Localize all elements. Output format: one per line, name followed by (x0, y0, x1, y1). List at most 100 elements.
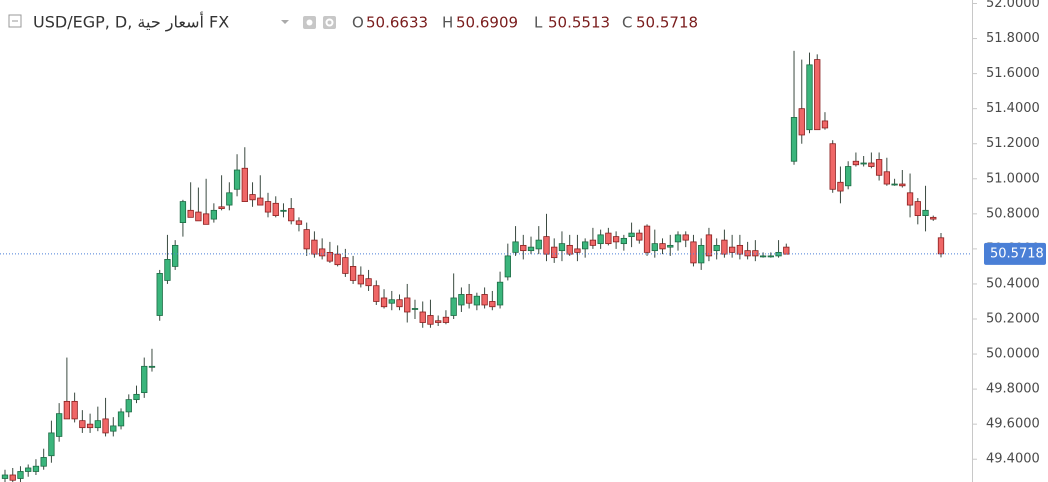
candle-body (736, 244, 744, 255)
settings-icon[interactable] (323, 16, 336, 29)
candle-body (133, 393, 140, 401)
candle-body (156, 273, 163, 316)
candle-body (790, 117, 798, 162)
candle-body (682, 234, 689, 241)
candle-body (365, 278, 372, 287)
candle-body (48, 432, 55, 457)
candle-body (40, 457, 47, 467)
candle-body (589, 239, 597, 246)
candle-body (806, 64, 813, 131)
candle-body (295, 220, 303, 225)
candle-body (752, 250, 759, 257)
candle-body (845, 166, 852, 187)
candle-body (349, 266, 357, 281)
ohlc-label: O (352, 14, 364, 32)
candle-body (821, 120, 829, 129)
candle-body (674, 234, 682, 243)
candle-body (504, 255, 511, 278)
candle-body (574, 248, 581, 253)
candle-body (891, 183, 898, 186)
candle-body (473, 295, 481, 306)
candle-body (195, 211, 202, 222)
settings-icon-gear (325, 18, 334, 27)
candle-body (264, 201, 272, 213)
candle-body (605, 232, 612, 245)
candle-body (767, 255, 774, 258)
candle-body (148, 365, 156, 368)
candle-body (535, 239, 542, 250)
candle-body (257, 197, 264, 206)
candle-body (311, 239, 318, 255)
candle-body (404, 297, 411, 313)
candle-body (628, 232, 635, 238)
candle-body (636, 232, 643, 241)
candle-body (713, 244, 720, 252)
candle-body (465, 294, 473, 304)
candle-body (728, 246, 736, 253)
candle-body (226, 192, 233, 206)
candle-body (667, 244, 674, 248)
candle-body (458, 294, 465, 306)
dropdown-caret[interactable] (281, 20, 289, 24)
last-price-box (984, 242, 1046, 265)
y-tick-label: 49.6000 (986, 417, 1040, 432)
candle-body (775, 251, 782, 257)
candle-body (357, 274, 364, 285)
y-tick-label: 50.8000 (986, 206, 1040, 221)
candle-body (1, 474, 9, 479)
candle-body (233, 169, 241, 190)
y-tick-label: 50.2000 (986, 311, 1040, 326)
candle-body (937, 237, 945, 255)
candle-body (597, 234, 604, 245)
candle-body (411, 308, 419, 310)
candle-body (380, 297, 388, 308)
candle-body (481, 294, 488, 306)
candle-body (798, 108, 805, 136)
y-tick-label: 52.0000 (986, 0, 1040, 11)
candle-body (837, 181, 844, 192)
candle-body (612, 236, 620, 243)
candle-body (218, 206, 225, 209)
candle-body (643, 225, 651, 253)
candle-body (288, 208, 295, 222)
candle-body (187, 209, 194, 218)
candle-body (280, 209, 287, 212)
candle-body (71, 400, 78, 420)
candle-body (179, 201, 187, 223)
candle-body (744, 250, 751, 257)
candle-body (829, 143, 836, 190)
candle-body (551, 246, 558, 259)
candle-body (303, 229, 310, 250)
candle-body (852, 160, 860, 166)
ohlc-value: 50.6633 (366, 14, 428, 32)
ohlc-label: C (622, 14, 632, 32)
candle-body (899, 183, 906, 187)
candle-body (373, 285, 380, 302)
ohlc-value: 50.6909 (456, 14, 518, 32)
candle-body (202, 213, 210, 225)
candle-body (651, 243, 658, 252)
candle-body (814, 59, 821, 131)
candle-body (125, 399, 132, 413)
candle-body (319, 248, 326, 257)
collapse-icon[interactable] (8, 14, 22, 28)
y-tick-label: 51.6000 (986, 66, 1040, 81)
candle-body (705, 234, 713, 257)
candle-body (342, 257, 349, 274)
candle-body (721, 239, 728, 255)
candle-body (566, 244, 573, 255)
candle-body (25, 467, 32, 472)
candle-body (527, 246, 535, 252)
candle-body (249, 194, 256, 201)
candle-body (32, 465, 40, 472)
candle-body (690, 241, 697, 264)
y-tick-label: 49.8000 (986, 382, 1040, 397)
candle-body (496, 281, 504, 306)
candle-body (63, 400, 71, 420)
candle-body (326, 251, 334, 262)
candle-body (55, 413, 63, 437)
candle-body (930, 216, 937, 220)
candle-body (659, 243, 666, 250)
candle-body (906, 192, 914, 206)
